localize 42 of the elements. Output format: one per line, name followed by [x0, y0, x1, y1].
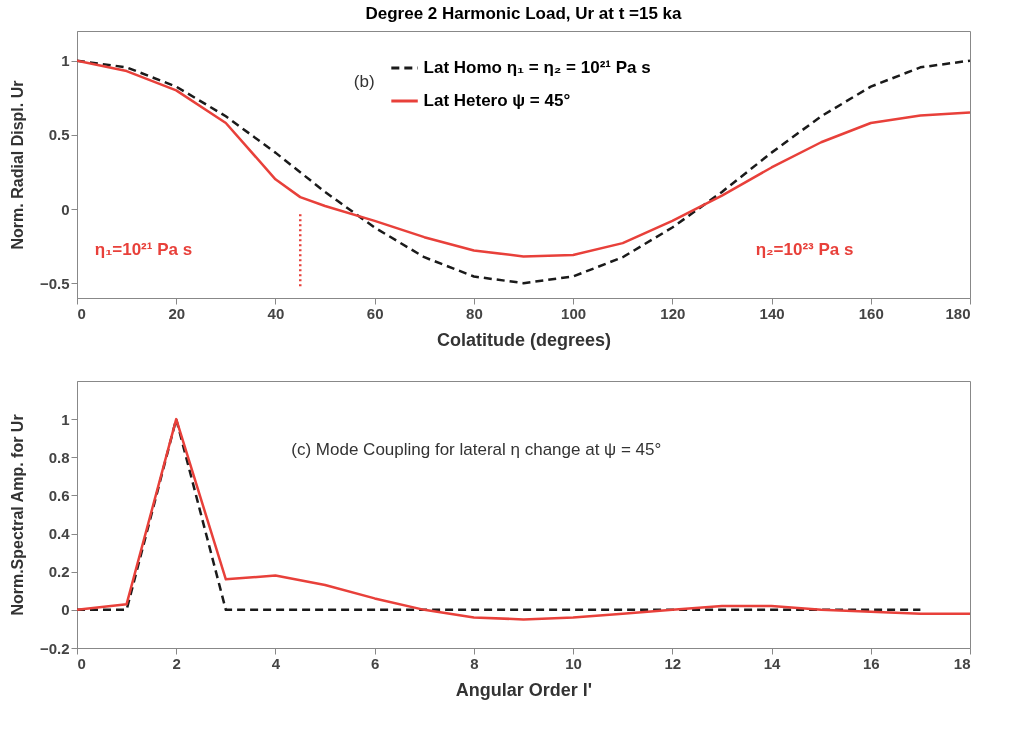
x-axis-title: Colatitude (degrees) — [436, 329, 612, 350]
x-tick-label: 2 — [172, 654, 181, 672]
chart-title: Degree 2 Harmonic Load, Ur at t =15 ka — [365, 4, 683, 23]
x-tick-label: 14 — [763, 654, 782, 672]
x-tick-label: 8 — [470, 654, 479, 672]
y-tick-label: 0.2 — [48, 563, 70, 581]
y-tick-label: 0 — [61, 200, 70, 218]
legend-label: Lat Hetero ψ = 45° — [423, 91, 571, 110]
x-axis-title: Angular Order l' — [455, 679, 593, 700]
annotation: (c) Mode Coupling for lateral η change at ψ = 45° — [291, 440, 662, 460]
x-tick-label: 10 — [565, 654, 582, 672]
y-tick-label: −0.5 — [39, 274, 70, 292]
y-tick-label: 1 — [61, 410, 70, 428]
y-tick-label: 0 — [61, 601, 70, 619]
x-tick-label: 16 — [862, 654, 880, 672]
x-tick-label: 180 — [945, 304, 971, 322]
x-tick-label: 0 — [77, 304, 86, 322]
y-tick-label: 0.8 — [48, 448, 70, 466]
annotation: η₁=10²¹ Pa s — [94, 239, 193, 259]
y-tick-label: −0.2 — [39, 639, 70, 657]
x-tick-label: 120 — [660, 304, 686, 322]
x-tick-label: 12 — [664, 654, 682, 672]
x-tick-label: 20 — [168, 304, 186, 322]
annotation: η₂=10²³ Pa s — [755, 239, 854, 259]
x-tick-label: 6 — [370, 654, 380, 672]
y-axis-title: Norm.Spectral Amp. for Ur — [8, 414, 26, 616]
y-tick-label: 0.4 — [48, 525, 71, 543]
x-tick-label: 60 — [366, 304, 384, 322]
x-tick-label: 0 — [77, 654, 86, 672]
x-tick-label: 160 — [858, 304, 884, 322]
x-tick-label: 18 — [953, 654, 971, 672]
x-tick-label: 140 — [759, 304, 785, 322]
x-tick-label: 80 — [466, 304, 483, 322]
x-tick-label: 4 — [271, 654, 281, 672]
y-tick-label: 0.6 — [48, 486, 70, 504]
y-axis-title: Norm. Radial Displ. Ur — [8, 80, 26, 250]
x-tick-label: 100 — [561, 304, 587, 322]
x-tick-label: 40 — [267, 304, 285, 322]
legend-label: Lat Homo η₁ = η₂ = 10²¹ Pa s — [423, 58, 651, 77]
y-tick-label: 0.5 — [48, 126, 70, 144]
y-tick-label: 1 — [61, 52, 70, 70]
annotation: (b) — [353, 71, 375, 91]
